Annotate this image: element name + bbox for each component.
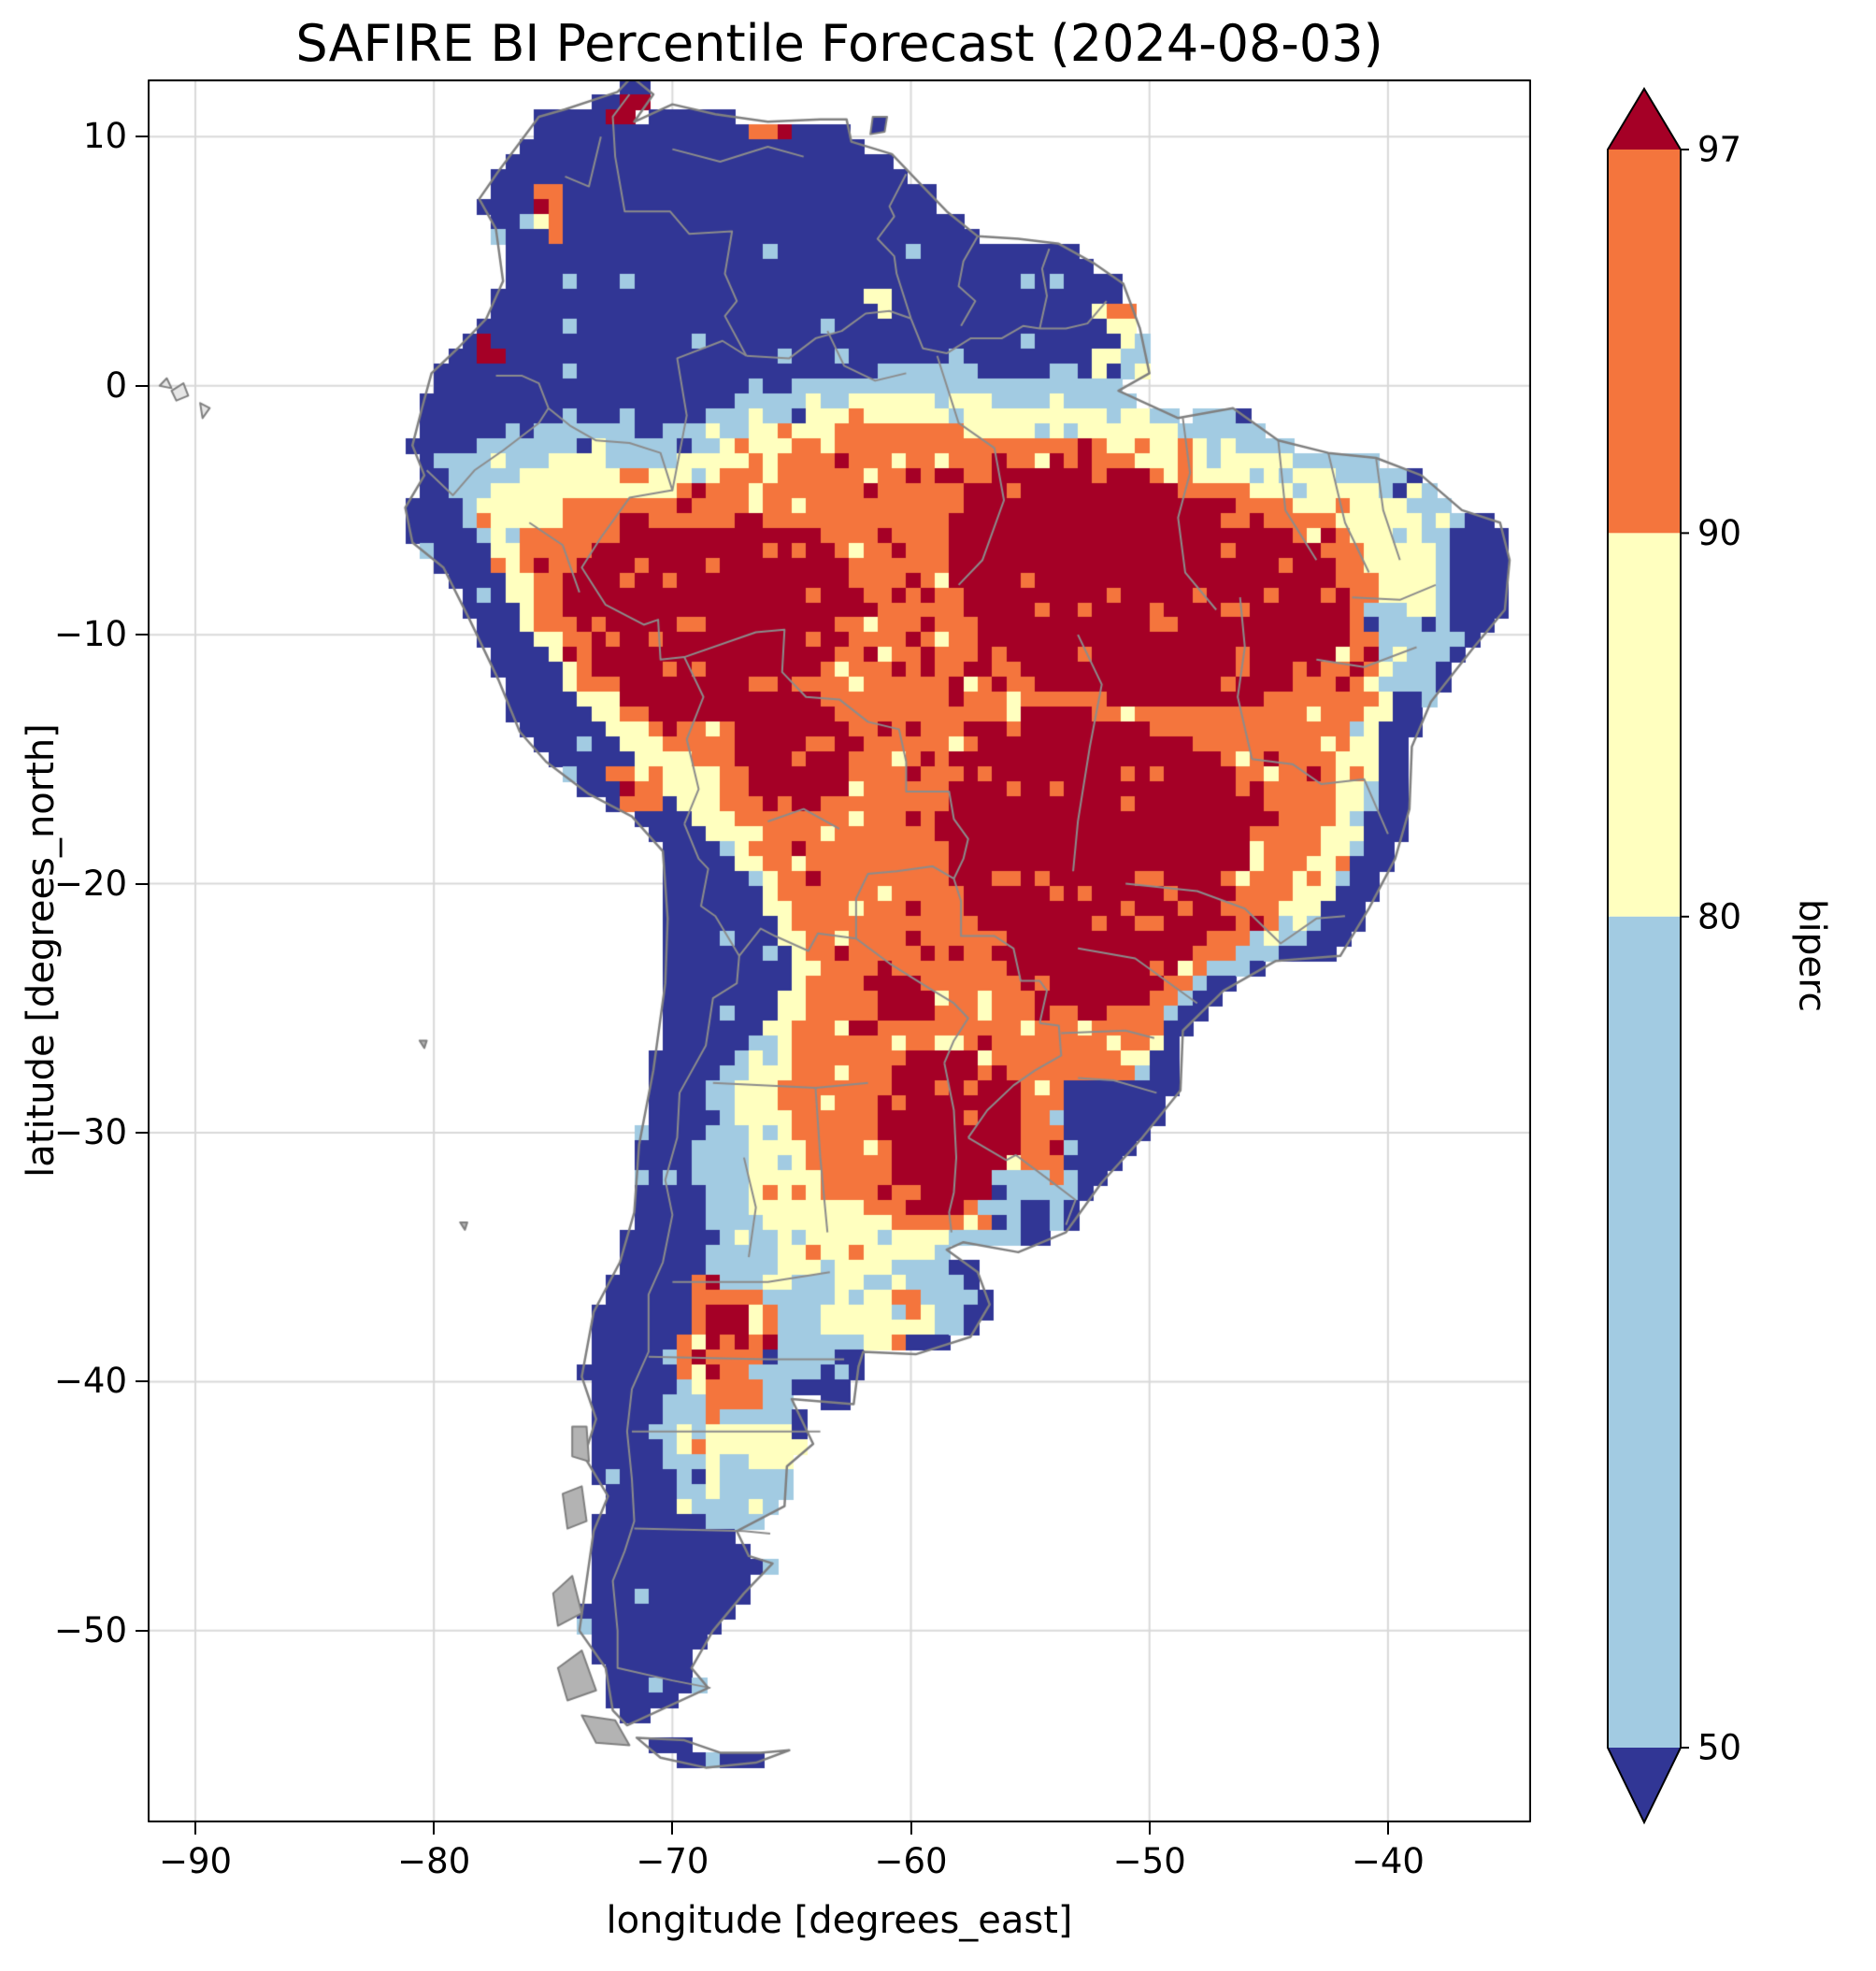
colorbar-tick-label: 97 xyxy=(1697,130,1741,170)
y-tick-mark xyxy=(136,882,148,885)
y-tick-mark xyxy=(136,136,148,138)
y-tick-mark xyxy=(136,634,148,636)
colorbar-over-arrow xyxy=(1608,89,1681,150)
map-plot-area xyxy=(148,79,1531,1822)
y-axis-label: latitude [degrees_north] xyxy=(20,723,63,1178)
x-tick-mark xyxy=(194,1822,197,1835)
y-tick-mark xyxy=(136,1380,148,1383)
plot-title: SAFIRE BI Percentile Forecast (2024-08-0… xyxy=(295,14,1383,73)
x-tick-mark xyxy=(671,1822,674,1835)
colorbar-tick-label: 80 xyxy=(1697,896,1741,936)
x-tick-label: −70 xyxy=(636,1841,709,1881)
x-tick-label: −90 xyxy=(158,1841,233,1881)
x-tick-label: −50 xyxy=(1112,1841,1186,1881)
y-tick-mark xyxy=(136,1131,148,1134)
y-tick-label: −50 xyxy=(53,1609,127,1650)
colorbar-segment xyxy=(1608,533,1681,917)
y-tick-label: −40 xyxy=(53,1361,127,1402)
y-tick-label: −10 xyxy=(53,614,127,655)
y-tick-label: 10 xyxy=(82,116,127,157)
colorbar: 97 90 80 50 biperc xyxy=(1589,0,1876,1971)
colorbar-svg: 97 90 80 50 biperc xyxy=(1607,87,1833,1825)
y-tick-label: 0 xyxy=(105,364,127,406)
x-tick-mark xyxy=(1386,1822,1389,1835)
y-tick-mark xyxy=(136,1629,148,1632)
y-tick-mark xyxy=(136,384,148,387)
x-tick-mark xyxy=(1148,1822,1151,1835)
y-tick-label: −30 xyxy=(53,1111,127,1152)
south-america-heatmap-canvas xyxy=(148,79,1531,1822)
colorbar-tick-label: 50 xyxy=(1697,1728,1741,1768)
colorbar-under-arrow xyxy=(1608,1748,1681,1822)
x-tick-mark xyxy=(909,1822,912,1835)
colorbar-segment xyxy=(1608,150,1681,534)
x-tick-mark xyxy=(433,1822,436,1835)
y-tick-label: −20 xyxy=(53,863,127,904)
x-tick-label: −40 xyxy=(1351,1841,1425,1881)
x-tick-label: −80 xyxy=(397,1841,471,1881)
x-axis-label: longitude [degrees_east] xyxy=(606,1899,1073,1942)
colorbar-tick-label: 90 xyxy=(1697,513,1741,553)
colorbar-segment xyxy=(1608,916,1681,1748)
x-tick-label: −60 xyxy=(874,1841,948,1881)
colorbar-axis-label: biperc xyxy=(1791,899,1833,1012)
